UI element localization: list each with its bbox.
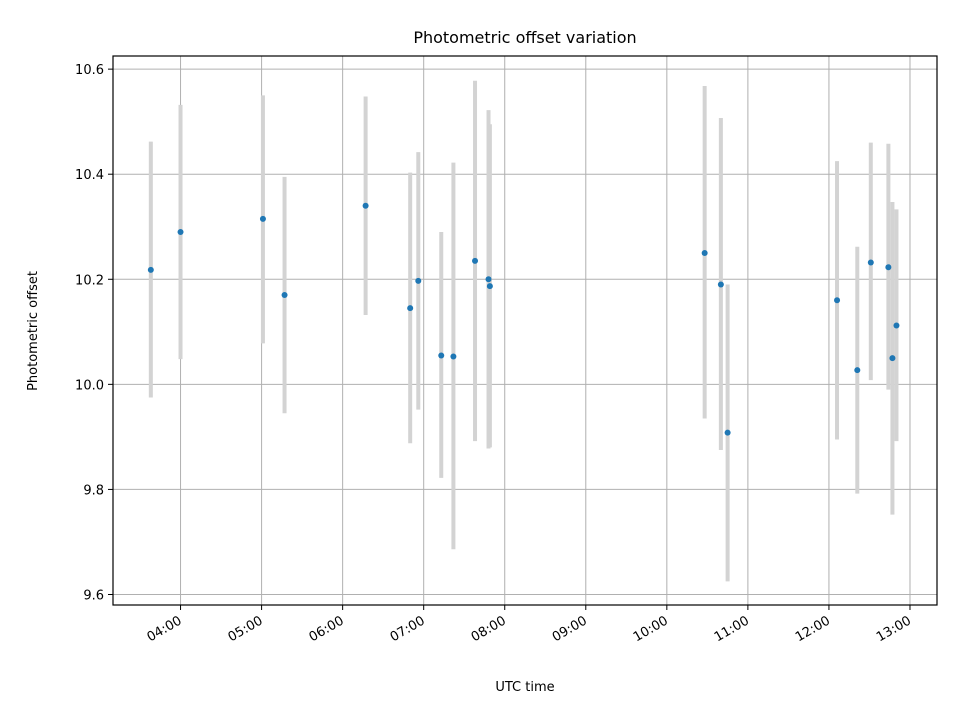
data-point bbox=[701, 250, 708, 257]
y-tick-label: 10.2 bbox=[75, 273, 104, 288]
data-point bbox=[834, 297, 841, 304]
data-point bbox=[438, 352, 445, 359]
data-point bbox=[177, 228, 184, 235]
data-points bbox=[147, 202, 900, 436]
data-point bbox=[259, 215, 266, 222]
data-point bbox=[147, 266, 154, 273]
data-point bbox=[885, 264, 892, 271]
plot-frame bbox=[112, 55, 938, 606]
y-tick-label: 10.4 bbox=[75, 168, 104, 183]
data-point bbox=[485, 276, 492, 283]
y-axis-ticks: 9.6 9.8 10.0 10.2 10.4 10.6 bbox=[75, 63, 113, 603]
data-point bbox=[281, 292, 288, 299]
plot-area bbox=[113, 56, 937, 605]
data-point bbox=[472, 257, 479, 264]
y-tick-label: 9.6 bbox=[83, 588, 104, 603]
chart-title: Photometric offset variation bbox=[413, 28, 636, 47]
x-axis-label: UTC time bbox=[495, 680, 554, 695]
data-point bbox=[450, 353, 457, 360]
data-point bbox=[407, 305, 414, 312]
data-point bbox=[415, 277, 422, 284]
data-point bbox=[854, 367, 861, 374]
y-tick-label: 9.8 bbox=[83, 483, 104, 498]
grid bbox=[113, 56, 937, 605]
y-axis-label: Photometric offset bbox=[26, 271, 41, 391]
data-point bbox=[362, 202, 369, 209]
y-tick-label: 10.6 bbox=[75, 63, 104, 78]
data-point bbox=[889, 355, 896, 362]
data-point bbox=[867, 259, 874, 266]
data-point bbox=[893, 322, 900, 329]
y-tick-label: 10.0 bbox=[75, 378, 104, 393]
data-point bbox=[486, 283, 493, 290]
data-point bbox=[724, 429, 731, 436]
data-point bbox=[717, 281, 724, 288]
